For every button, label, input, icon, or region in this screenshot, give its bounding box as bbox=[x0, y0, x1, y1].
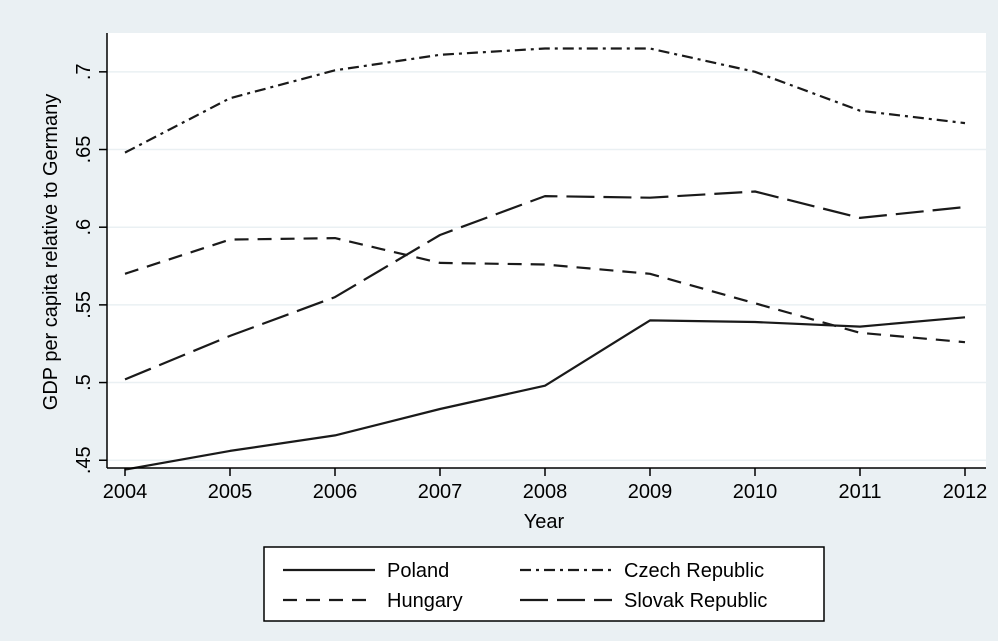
legend-label-poland: Poland bbox=[387, 560, 449, 582]
series-lines bbox=[124, 47, 966, 471]
series-line-slovak-republic bbox=[124, 190, 966, 381]
x-tick-label: 2007 bbox=[418, 481, 463, 503]
y-tick-label: .55 bbox=[73, 291, 95, 319]
legend: Poland Czech Republic Hungary Slovak Republ… bbox=[263, 546, 825, 622]
series-line-czech-republic bbox=[124, 47, 966, 154]
axes: .45 .5 .55 .6 .65 .7 2004 2005 2006 2007 2008 2009 2… bbox=[73, 33, 987, 503]
y-tick-label: .7 bbox=[73, 63, 95, 80]
x-tick-label: 2011 bbox=[838, 481, 881, 503]
x-tick-label: 2008 bbox=[523, 481, 568, 503]
x-tick-label: 2004 bbox=[103, 481, 148, 503]
plot-area bbox=[107, 33, 986, 468]
x-axis-title: Year bbox=[524, 511, 565, 533]
y-tick-label: .5 bbox=[73, 374, 95, 391]
x-tick-label: 2005 bbox=[208, 481, 253, 503]
x-tick-label: 2012 bbox=[943, 481, 988, 503]
y-tick-label: .6 bbox=[73, 219, 95, 236]
x-tick-label: 2009 bbox=[628, 481, 673, 503]
legend-label-czech-republic: Czech Republic bbox=[624, 560, 764, 582]
y-tick-label: .45 bbox=[73, 446, 95, 474]
y-tick-label: .65 bbox=[73, 136, 95, 164]
legend-box bbox=[263, 546, 825, 622]
series-line-poland bbox=[124, 316, 966, 471]
y-axis-title: GDP per capita relative to Germany bbox=[40, 94, 62, 410]
x-tick-label: 2006 bbox=[313, 481, 358, 503]
legend-label-hungary: Hungary bbox=[387, 590, 463, 612]
x-tick-label: 2010 bbox=[733, 481, 778, 503]
legend-label-slovak-republic: Slovak Republic bbox=[624, 590, 767, 612]
series-line-hungary bbox=[124, 237, 966, 344]
gridlines bbox=[107, 71, 986, 461]
